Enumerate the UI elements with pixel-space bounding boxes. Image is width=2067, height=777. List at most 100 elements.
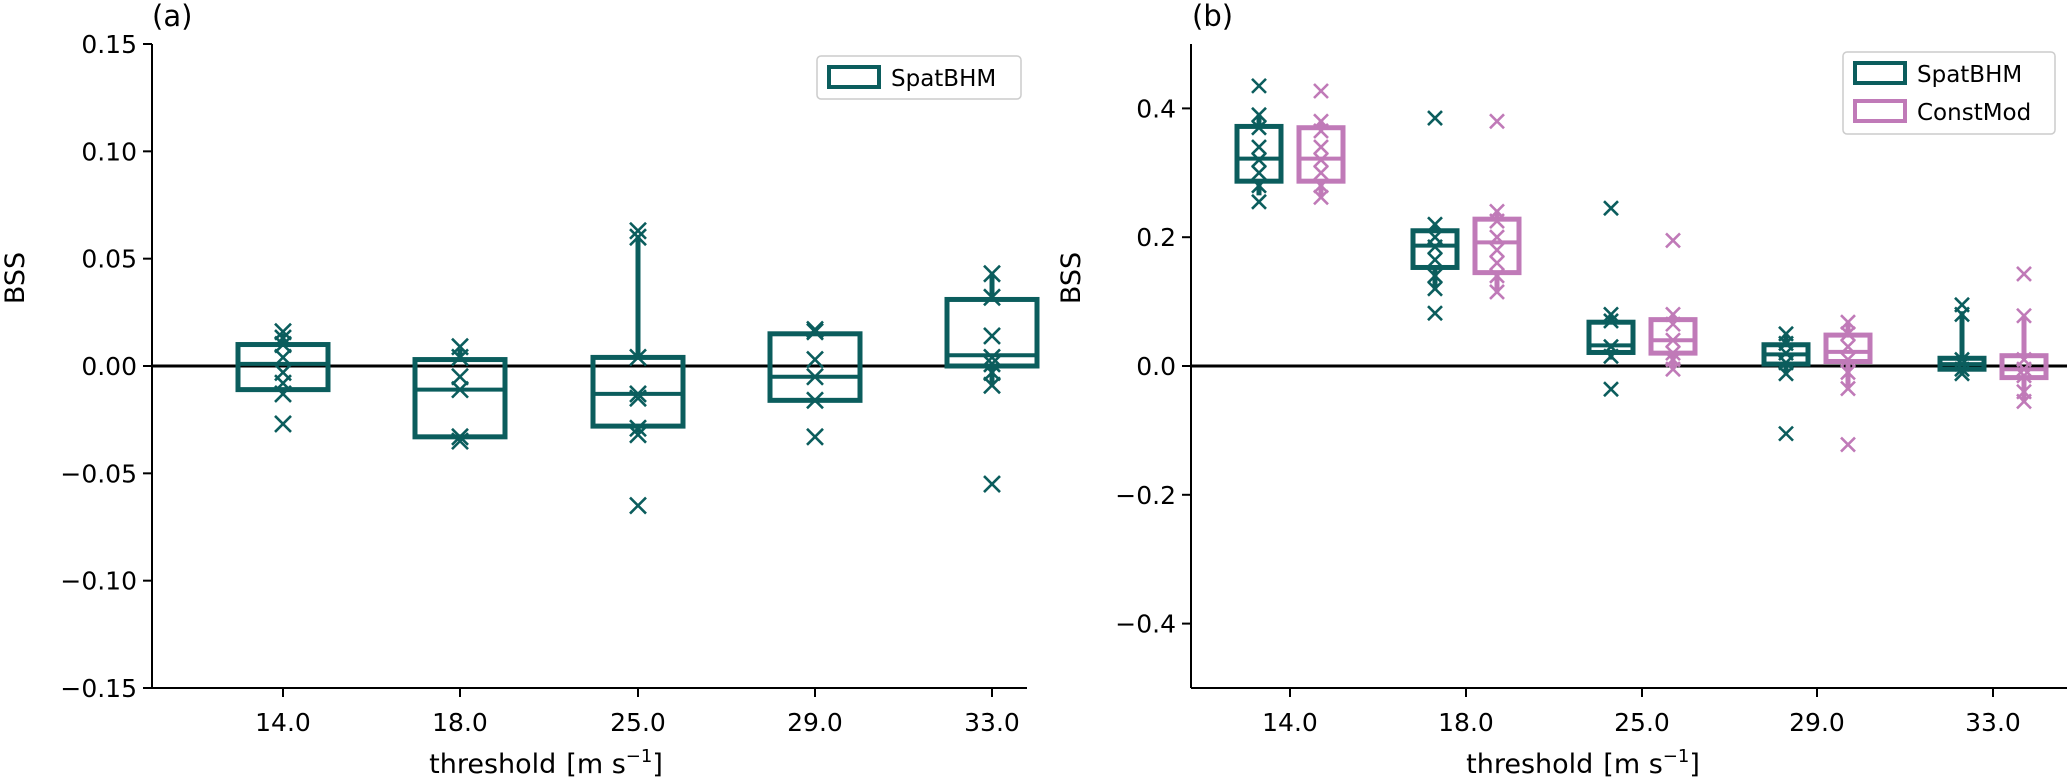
data-point <box>1251 193 1267 210</box>
y-tick-label: 0.2 <box>1136 223 1176 252</box>
data-point <box>1489 113 1505 130</box>
data-point <box>1313 83 1329 99</box>
legend-a-swatch-spatbhm <box>827 65 881 89</box>
data-point <box>2016 361 2032 378</box>
data-point <box>629 221 647 240</box>
x-tick-label: 33.0 <box>964 708 1020 737</box>
data-point <box>1313 152 1329 168</box>
y-tick-label: −0.05 <box>60 459 137 488</box>
series-constmod <box>1296 83 2049 453</box>
data-point <box>1427 238 1443 255</box>
data-point <box>1427 216 1443 233</box>
data-point <box>1251 139 1267 155</box>
y-tick-label: 0.4 <box>1136 94 1176 123</box>
data-point <box>274 384 292 403</box>
data-point <box>1840 380 1856 397</box>
data-point <box>274 322 292 341</box>
data-point <box>629 389 647 408</box>
data-point <box>983 288 1001 307</box>
data-point <box>451 427 469 446</box>
data-point <box>983 354 1001 373</box>
data-point <box>806 320 824 339</box>
data-point <box>1778 425 1794 442</box>
data-point <box>1489 284 1505 300</box>
x-tick-label: 29.0 <box>1789 708 1845 737</box>
panel-b-xlabel-exp: −1 <box>1663 746 1690 767</box>
data-point <box>2016 265 2032 282</box>
box <box>412 357 508 440</box>
panel-a-label: (a) <box>152 0 192 33</box>
y-tick-label: −0.4 <box>1115 610 1176 639</box>
x-tick-label: 18.0 <box>1438 708 1494 737</box>
data-point <box>1427 305 1443 322</box>
data-point <box>274 335 292 354</box>
panel-a-xlabel: threshold [m s−1] <box>429 746 663 777</box>
data-point <box>274 329 292 348</box>
y-tick-label: 0.10 <box>81 137 137 166</box>
box <box>1296 125 1346 184</box>
data-point <box>1313 177 1329 194</box>
y-tick-label: 0.0 <box>1136 352 1176 381</box>
data-point <box>1603 381 1619 398</box>
plot-area-b: −0.4 −0.2 0.0 0.2 0.4 14.0 18.0 25.0 29.0 33.0 <box>1115 44 2067 737</box>
data-point <box>983 348 1001 367</box>
x-tick-label: 14.0 <box>255 708 311 737</box>
legend-b-swatch-constmod <box>1853 99 1907 123</box>
box <box>1472 216 1522 276</box>
data-point <box>1427 110 1443 126</box>
data-point <box>983 376 1001 395</box>
data-point <box>1603 200 1619 217</box>
data-point <box>2016 393 2032 410</box>
data-point <box>629 419 647 438</box>
box <box>1999 353 2049 381</box>
box <box>944 296 1040 369</box>
legend-a-label-spatbhm: SpatBHM <box>891 66 996 92</box>
data-point <box>451 380 469 399</box>
y-tick-label: 0.00 <box>81 352 137 381</box>
data-point <box>983 327 1001 345</box>
y-tick-label: −0.2 <box>1115 481 1176 510</box>
data-point <box>1665 316 1681 333</box>
data-point <box>1954 361 1970 378</box>
series-spatbhm <box>1234 77 1987 442</box>
plot-area-a: −0.15 −0.10 −0.05 0.00 0.05 0.10 0.15 14.0 18.0 2… <box>60 30 1040 737</box>
data-point <box>806 391 824 410</box>
panel-b-xlabel-unit-end: ] <box>1689 749 1700 777</box>
data-point <box>806 427 824 446</box>
data-point <box>1251 106 1267 123</box>
panel-b-xlabel-unit: [m s <box>1603 749 1662 777</box>
data-point <box>1489 229 1505 246</box>
data-point <box>629 496 647 515</box>
data-point <box>274 348 292 367</box>
panel-b-xlabel: threshold [m s−1] <box>1466 746 1700 777</box>
legend-b: SpatBHM ConstMod <box>1842 51 2056 135</box>
data-point <box>1251 177 1267 194</box>
data-point <box>451 432 469 451</box>
data-point <box>1840 338 1856 355</box>
panel-b-ylabel: BSS <box>1056 252 1087 304</box>
panel-a-xlabel-exp: −1 <box>626 746 653 767</box>
data-point <box>629 425 647 444</box>
data-point <box>1665 232 1681 249</box>
data-point <box>1427 251 1443 268</box>
legend-b-swatch-spatbhm <box>1853 61 1907 85</box>
data-point <box>1427 267 1443 284</box>
box <box>1410 228 1460 270</box>
data-point <box>983 264 1001 283</box>
data-point <box>1251 119 1267 136</box>
data-point <box>1489 255 1505 271</box>
panel-a-xlabel-text: threshold <box>429 749 556 777</box>
data-point <box>806 367 824 386</box>
series-spatbhm <box>235 221 1040 515</box>
panel-b-label: (b) <box>1192 0 1233 33</box>
panel-a: (a) BSS threshold [m s−1] −0.15 −0.10 −0.05… <box>0 0 1040 777</box>
data-point <box>451 348 469 367</box>
data-point <box>1840 351 1856 368</box>
x-tick-label: 18.0 <box>432 708 488 737</box>
data-point <box>1251 164 1267 181</box>
data-point <box>1489 242 1505 258</box>
data-point <box>1665 345 1681 362</box>
data-point <box>1840 314 1856 331</box>
data-point <box>806 322 824 341</box>
y-tick-label: −0.15 <box>60 674 137 703</box>
